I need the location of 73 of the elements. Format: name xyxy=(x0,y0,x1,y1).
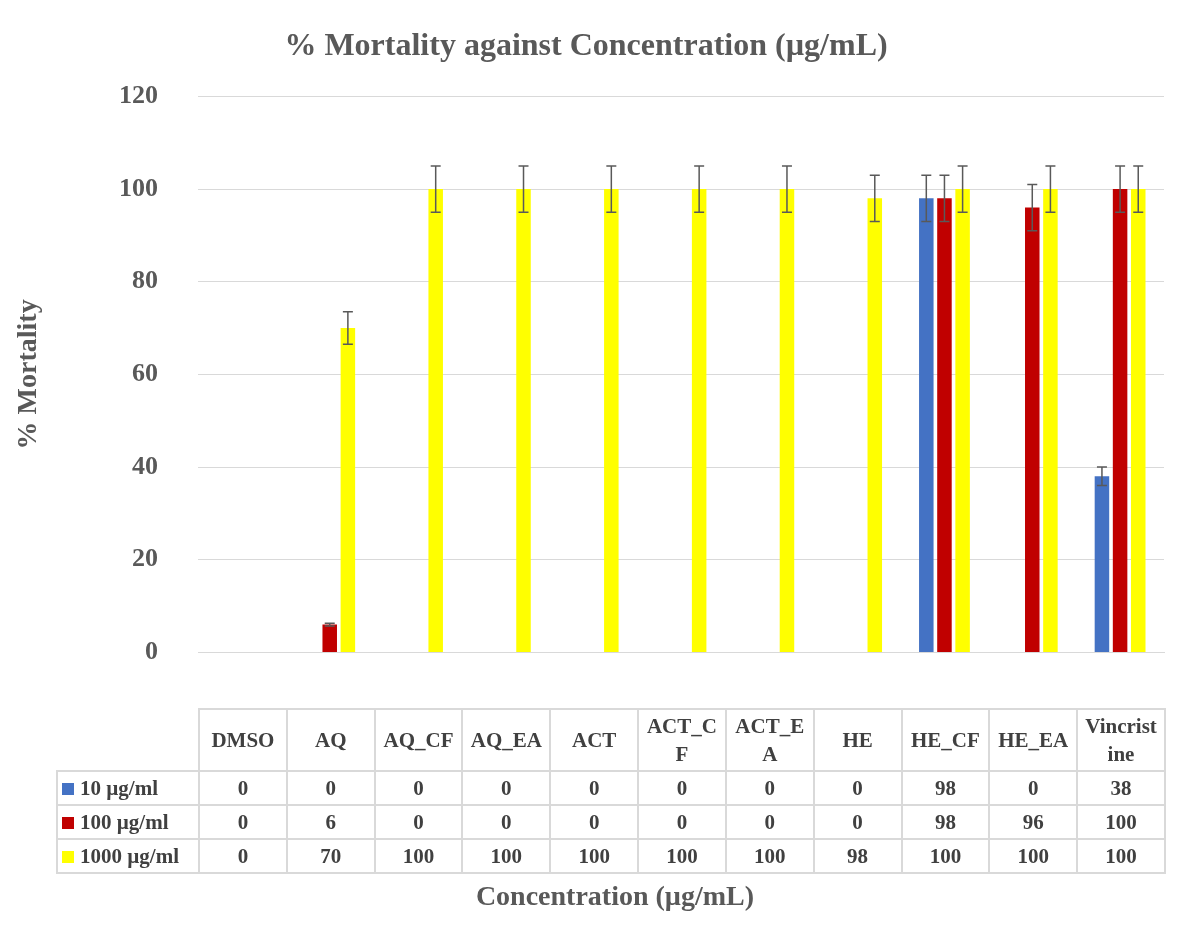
data-label: 100 xyxy=(1077,839,1165,873)
data-label: 0 xyxy=(462,771,551,805)
y-tick-label: 0 xyxy=(145,636,158,666)
data-label: 0 xyxy=(638,771,726,805)
data-label: 38 xyxy=(1077,771,1165,805)
x-tick-label: Vincristine xyxy=(1077,709,1165,771)
x-tick-label: ACT xyxy=(550,709,639,771)
y-tick-label: 100 xyxy=(119,172,158,202)
bar xyxy=(428,189,443,652)
data-label: 0 xyxy=(550,805,639,839)
data-label: 0 xyxy=(199,839,287,873)
data-label: 0 xyxy=(725,771,814,805)
data-label: 6 xyxy=(286,805,375,839)
x-tick-label: HE_CF xyxy=(901,709,990,771)
legend-label: 10 µg/ml xyxy=(80,775,159,800)
data-label: 0 xyxy=(462,805,551,839)
y-axis-title: % Mortality xyxy=(11,299,43,450)
x-tick-label: ACT_CF xyxy=(638,709,726,771)
data-label: 100 xyxy=(462,839,551,873)
data-label: 0 xyxy=(199,805,287,839)
legend-label: 1000 µg/ml xyxy=(80,843,180,868)
bar xyxy=(1112,189,1128,652)
data-label: 100 xyxy=(638,839,726,873)
bar xyxy=(1043,189,1058,652)
x-axis-title: Concentration (µg/mL) xyxy=(474,880,756,912)
x-tick-label: AQ_EA xyxy=(462,709,551,771)
x-tick-label: ACT_EA xyxy=(725,709,814,771)
x-tick-label: AQ xyxy=(286,709,375,771)
y-tick-label: 20 xyxy=(132,543,158,573)
data-label: 0 xyxy=(286,771,375,805)
bar xyxy=(955,189,970,652)
data-label: 100 xyxy=(989,839,1078,873)
data-label: 100 xyxy=(374,839,463,873)
bar xyxy=(516,189,531,652)
y-tick-label: 40 xyxy=(132,450,158,480)
bar xyxy=(340,328,356,652)
data-label: 98 xyxy=(813,839,902,873)
bar xyxy=(779,189,795,652)
data-label: 0 xyxy=(813,805,902,839)
data-label: 98 xyxy=(901,805,990,839)
x-tick-label: HE_EA xyxy=(989,709,1078,771)
data-label: 0 xyxy=(638,805,726,839)
data-label: 100 xyxy=(1077,805,1165,839)
bar xyxy=(1094,476,1110,652)
data-label: 98 xyxy=(901,771,990,805)
bar xyxy=(322,624,337,652)
bar xyxy=(1025,207,1040,652)
bar xyxy=(1130,189,1146,652)
data-label: 0 xyxy=(989,771,1078,805)
chart-title: % Mortality against Concentration (µg/mL) xyxy=(284,26,888,63)
x-tick-label: AQ_CF xyxy=(374,709,463,771)
bar xyxy=(867,198,883,652)
x-tick-label: HE xyxy=(813,709,902,771)
data-label: 0 xyxy=(374,771,463,805)
bar xyxy=(691,189,707,652)
data-label: 0 xyxy=(374,805,463,839)
y-tick-label: 60 xyxy=(132,358,158,388)
y-tick-label: 80 xyxy=(132,265,158,295)
bar xyxy=(919,198,934,652)
data-label: 0 xyxy=(550,771,639,805)
data-label: 70 xyxy=(286,839,375,873)
x-tick-label: DMSO xyxy=(199,709,287,771)
data-label: 100 xyxy=(725,839,814,873)
data-label: 100 xyxy=(550,839,639,873)
data-label: 0 xyxy=(813,771,902,805)
data-label: 0 xyxy=(199,771,287,805)
legend-label: 100 µg/ml xyxy=(80,809,169,834)
bar xyxy=(937,198,952,652)
y-tick-label: 120 xyxy=(119,80,158,110)
data-label: 0 xyxy=(725,805,814,839)
bar xyxy=(604,189,619,652)
data-label: 100 xyxy=(901,839,990,873)
data-label: 96 xyxy=(989,805,1078,839)
